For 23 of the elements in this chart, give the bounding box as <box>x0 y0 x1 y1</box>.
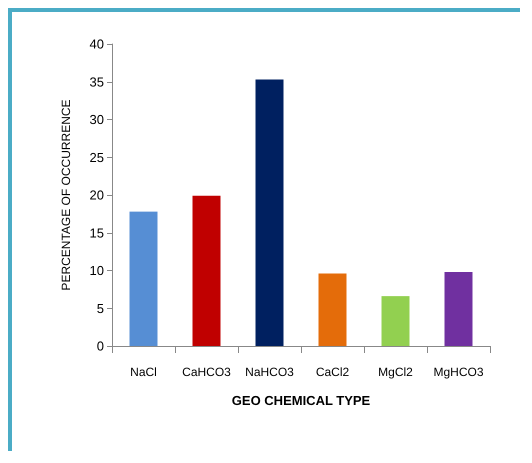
bar <box>444 272 472 346</box>
x-tick-label: MgCl2 <box>378 365 414 379</box>
x-tick-label: MgHCO3 <box>433 365 484 379</box>
y-tick-label: 0 <box>96 338 104 354</box>
y-tick-label: 15 <box>90 225 104 240</box>
x-axis-title: GEO CHEMICAL TYPE <box>232 393 371 408</box>
y-tick-label: 5 <box>96 300 104 316</box>
y-tick-label: 35 <box>90 74 104 90</box>
y-tick-label: 40 <box>90 36 104 52</box>
x-tick-label: CaCl2 <box>316 365 350 379</box>
y-tick-label: 30 <box>90 112 104 127</box>
bar <box>192 196 220 346</box>
x-tick-label: CaHCO3 <box>182 365 232 379</box>
bar <box>318 274 346 346</box>
x-tick-label: NaHCO3 <box>245 365 294 379</box>
y-tick-label: 25 <box>90 150 104 165</box>
y-tick-label: 10 <box>90 263 104 278</box>
bar <box>382 296 410 346</box>
y-axis-title: PERCENTAGE OF OCCURRENCE <box>59 99 73 291</box>
y-tick-label: 20 <box>90 188 104 202</box>
bar <box>256 79 284 346</box>
x-tick-label: NaCl <box>130 365 157 379</box>
bar <box>130 212 158 346</box>
